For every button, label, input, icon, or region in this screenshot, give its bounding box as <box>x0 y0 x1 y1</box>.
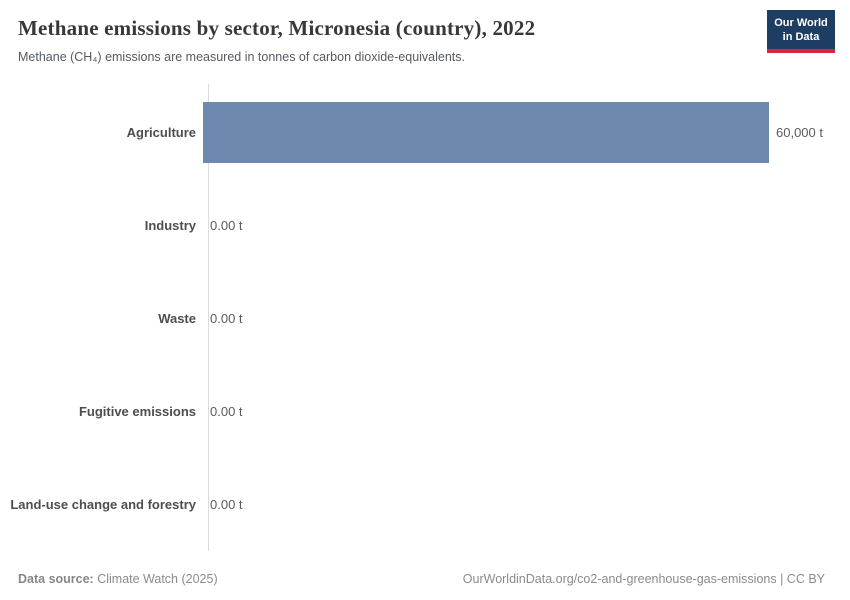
category-label: Industry <box>144 218 196 233</box>
category-label: Fugitive emissions <box>78 404 196 419</box>
value-label: 0.00 t <box>210 497 243 512</box>
value-label: 60,000 t <box>776 125 823 140</box>
owid-logo-line2: in Data <box>782 31 820 44</box>
value-label: 0.00 t <box>210 311 243 326</box>
category-label: Agriculture <box>126 125 196 140</box>
chart-row: Land-use change and forestry 0.00 t <box>0 458 850 551</box>
row-plot: 0.00 t <box>202 458 850 551</box>
chart-rows: Agriculture 60,000 t Industry 0.00 t Waste 0.… <box>0 86 850 551</box>
data-source-value: Climate Watch (2025) <box>93 572 218 586</box>
owid-logo[interactable]: Our World in Data <box>767 10 835 53</box>
row-plot: 0.00 t <box>202 365 850 458</box>
data-source: Data source: Climate Watch (2025) <box>18 572 218 586</box>
chart-row: Waste 0.00 t <box>0 272 850 365</box>
category-label: Waste <box>158 311 196 326</box>
value-label: 0.00 t <box>210 218 243 233</box>
chart-subtitle: Methane (CH₄) emissions are measured in … <box>18 50 465 65</box>
owid-logo-line1: Our World <box>774 17 828 29</box>
bar[interactable] <box>203 102 769 163</box>
footer-right: OurWorldinData.org/co2-and-greenhouse-ga… <box>463 572 825 586</box>
chart-row: Fugitive emissions 0.00 t <box>0 365 850 458</box>
data-source-label: Data source: <box>18 572 94 586</box>
chart-header: Methane emissions by sector, Micronesia … <box>18 16 740 64</box>
value-label: 0.00 t <box>210 404 243 419</box>
chart-row: Industry 0.00 t <box>0 179 850 272</box>
category-label: Land-use change and forestry <box>10 497 196 512</box>
bar-chart: Agriculture 60,000 t Industry 0.00 t Waste 0.… <box>0 84 850 551</box>
row-plot: 0.00 t <box>202 179 850 272</box>
row-plot: 0.00 t <box>202 272 850 365</box>
owid-url-link[interactable]: OurWorldinData.org/co2-and-greenhouse-ga… <box>462 572 777 586</box>
license-label: | CC BY <box>776 572 825 586</box>
chart-row: Agriculture 60,000 t <box>0 86 850 179</box>
row-plot: 60,000 t <box>202 86 850 179</box>
y-axis-line <box>208 84 209 551</box>
chart-footer: Data source: Climate Watch (2025) OurWor… <box>18 572 825 586</box>
chart-title: Methane emissions by sector, Micronesia … <box>18 16 536 40</box>
